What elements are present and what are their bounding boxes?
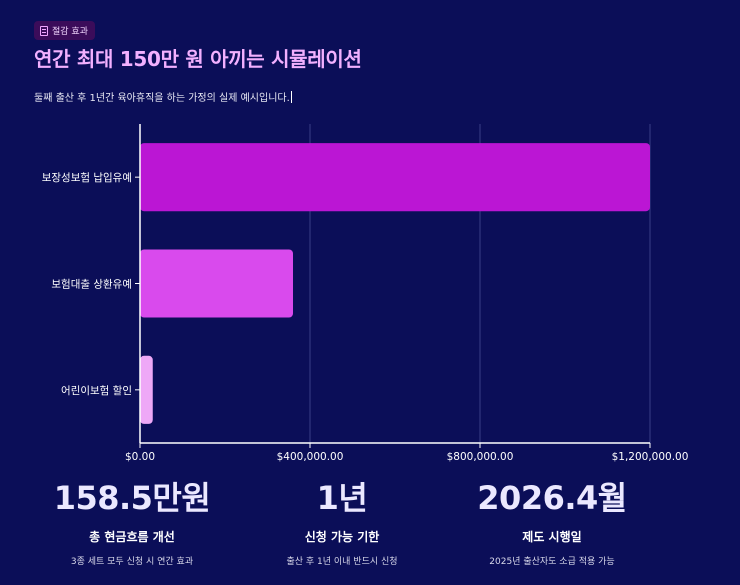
kpi-label: 신청 가능 기한 bbox=[304, 530, 380, 544]
kpi-value: 1년 bbox=[316, 479, 368, 517]
y-tick-label: 어린이보험 할인 bbox=[61, 385, 132, 397]
x-tick-label: $1,200,000.00 bbox=[612, 451, 689, 463]
bar bbox=[140, 355, 153, 424]
kpi-description: 3종 세트 모두 신청 시 연간 효과 bbox=[70, 557, 194, 567]
y-tick-label: 보험대출 상환유예 bbox=[51, 278, 132, 291]
kpi-total-cashflow: 158.5만원 총 현금흐름 개선 3종 세트 모두 신청 시 연간 효과 bbox=[12, 478, 252, 567]
x-tick-label: $0.00 bbox=[125, 451, 155, 463]
subtitle-text: 둘째 출산 후 1년간 육아휴직을 하는 가정의 실제 예시입니다. bbox=[34, 93, 290, 104]
x-tick-label: $800,000.00 bbox=[447, 451, 514, 463]
kpi-description: 2025년 출산자도 소급 적용 가능 bbox=[489, 557, 615, 567]
kpi-value: 158.5만원 bbox=[53, 479, 211, 517]
x-tick-label: $400,000.00 bbox=[277, 451, 344, 463]
kpi-description: 출산 후 1년 이내 반드시 신청 bbox=[286, 557, 398, 567]
badge-label: 절감 효과 bbox=[52, 27, 88, 37]
kpi-effective-date: 2026.4월 제도 시행일 2025년 출산자도 소급 적용 가능 bbox=[432, 478, 672, 567]
document-icon bbox=[40, 25, 48, 36]
kpi-value: 2026.4월 bbox=[477, 479, 627, 517]
y-tick-label: 보장성보험 납입유예 bbox=[42, 171, 132, 184]
kpi-label: 총 현금흐름 개선 bbox=[89, 530, 175, 544]
bar bbox=[140, 249, 293, 318]
kpi-label: 제도 시행일 bbox=[522, 530, 582, 544]
text-caret bbox=[290, 91, 292, 103]
bar bbox=[140, 143, 650, 212]
page-title: 연간 최대 150만 원 아끼는 시뮬레이션 bbox=[34, 47, 362, 71]
section-badge: 절감 효과 bbox=[34, 21, 95, 40]
page-subtitle: 둘째 출산 후 1년간 육아휴직을 하는 가정의 실제 예시입니다. bbox=[34, 89, 292, 104]
kpi-deadline: 1년 신청 가능 기한 출산 후 1년 이내 반드시 신청 bbox=[222, 478, 462, 567]
